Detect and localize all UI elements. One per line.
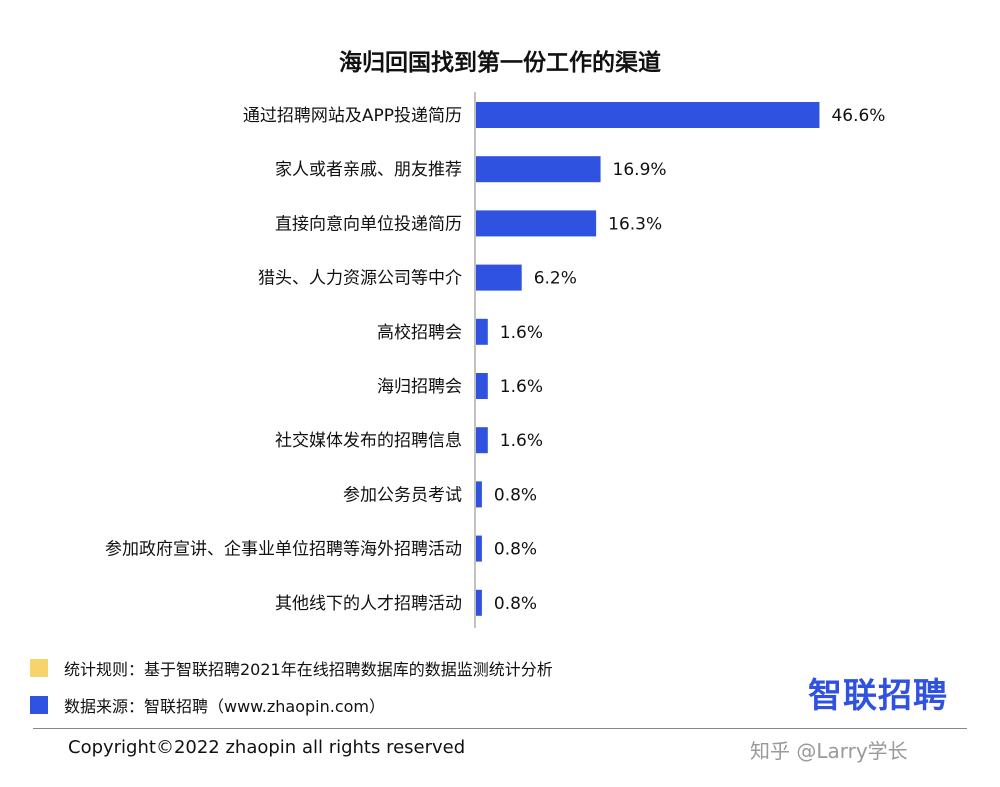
value-label: 0.8% bbox=[494, 485, 537, 505]
category-label: 参加公务员考试 bbox=[343, 485, 462, 505]
bar bbox=[476, 156, 601, 183]
bar bbox=[476, 481, 482, 508]
value-label: 0.8% bbox=[494, 540, 537, 560]
category-label: 直接向意向单位投递简历 bbox=[275, 214, 462, 234]
value-label: 1.6% bbox=[500, 377, 543, 397]
source-color-square bbox=[30, 696, 48, 714]
bar bbox=[476, 535, 482, 562]
zhaopin-logo: 智联招聘 bbox=[808, 676, 948, 716]
value-label: 1.6% bbox=[500, 431, 543, 451]
value-label: 16.9% bbox=[613, 160, 667, 180]
value-label: 46.6% bbox=[831, 106, 885, 126]
bar bbox=[476, 210, 597, 237]
bars-group: 通过招聘网站及APP投递简历 46.6% 家人或者亲戚、朋友推荐 16.9% 直接向意向… bbox=[105, 102, 885, 616]
category-label: 家人或者亲戚、朋友推荐 bbox=[275, 160, 462, 180]
footer-divider bbox=[33, 728, 967, 729]
chart-title: 海归回国找到第一份工作的渠道 bbox=[339, 49, 661, 76]
copyright-text: Copyright©2022 zhaopin all rights reserv… bbox=[68, 737, 466, 758]
category-label: 其他线下的人才招聘活动 bbox=[275, 594, 462, 614]
rule-color-square bbox=[30, 659, 48, 677]
source-note-text: 数据来源：智联招聘（www.zhaopin.com） bbox=[64, 697, 386, 716]
watermark-text: 知乎 @Larry学长 bbox=[750, 739, 908, 763]
category-label: 猎头、人力资源公司等中介 bbox=[258, 269, 462, 289]
value-label: 16.3% bbox=[608, 214, 662, 234]
value-label: 0.8% bbox=[494, 594, 537, 614]
bar bbox=[476, 264, 522, 291]
category-label: 参加政府宣讲、企事业单位招聘等海外招聘活动 bbox=[105, 540, 462, 560]
category-label: 海归招聘会 bbox=[377, 377, 462, 397]
value-label: 1.6% bbox=[500, 323, 543, 343]
rule-note-text: 统计规则：基于智联招聘2021年在线招聘数据库的数据监测统计分析 bbox=[64, 660, 553, 679]
rule-note: 统计规则：基于智联招聘2021年在线招聘数据库的数据监测统计分析 bbox=[30, 656, 553, 680]
source-note: 数据来源：智联招聘（www.zhaopin.com） bbox=[30, 693, 385, 717]
category-label: 社交媒体发布的招聘信息 bbox=[275, 431, 462, 451]
bar bbox=[476, 427, 488, 454]
bar bbox=[476, 102, 820, 128]
bar-chart: 海归回国找到第一份工作的渠道 通过招聘网站及APP投递简历 46.6% 家人或者亲戚… bbox=[105, 49, 885, 628]
value-label: 6.2% bbox=[534, 269, 577, 289]
category-label: 通过招聘网站及APP投递简历 bbox=[243, 106, 462, 126]
category-label: 高校招聘会 bbox=[377, 323, 462, 343]
bar bbox=[476, 318, 488, 345]
bar bbox=[476, 589, 482, 616]
bar bbox=[476, 373, 488, 399]
